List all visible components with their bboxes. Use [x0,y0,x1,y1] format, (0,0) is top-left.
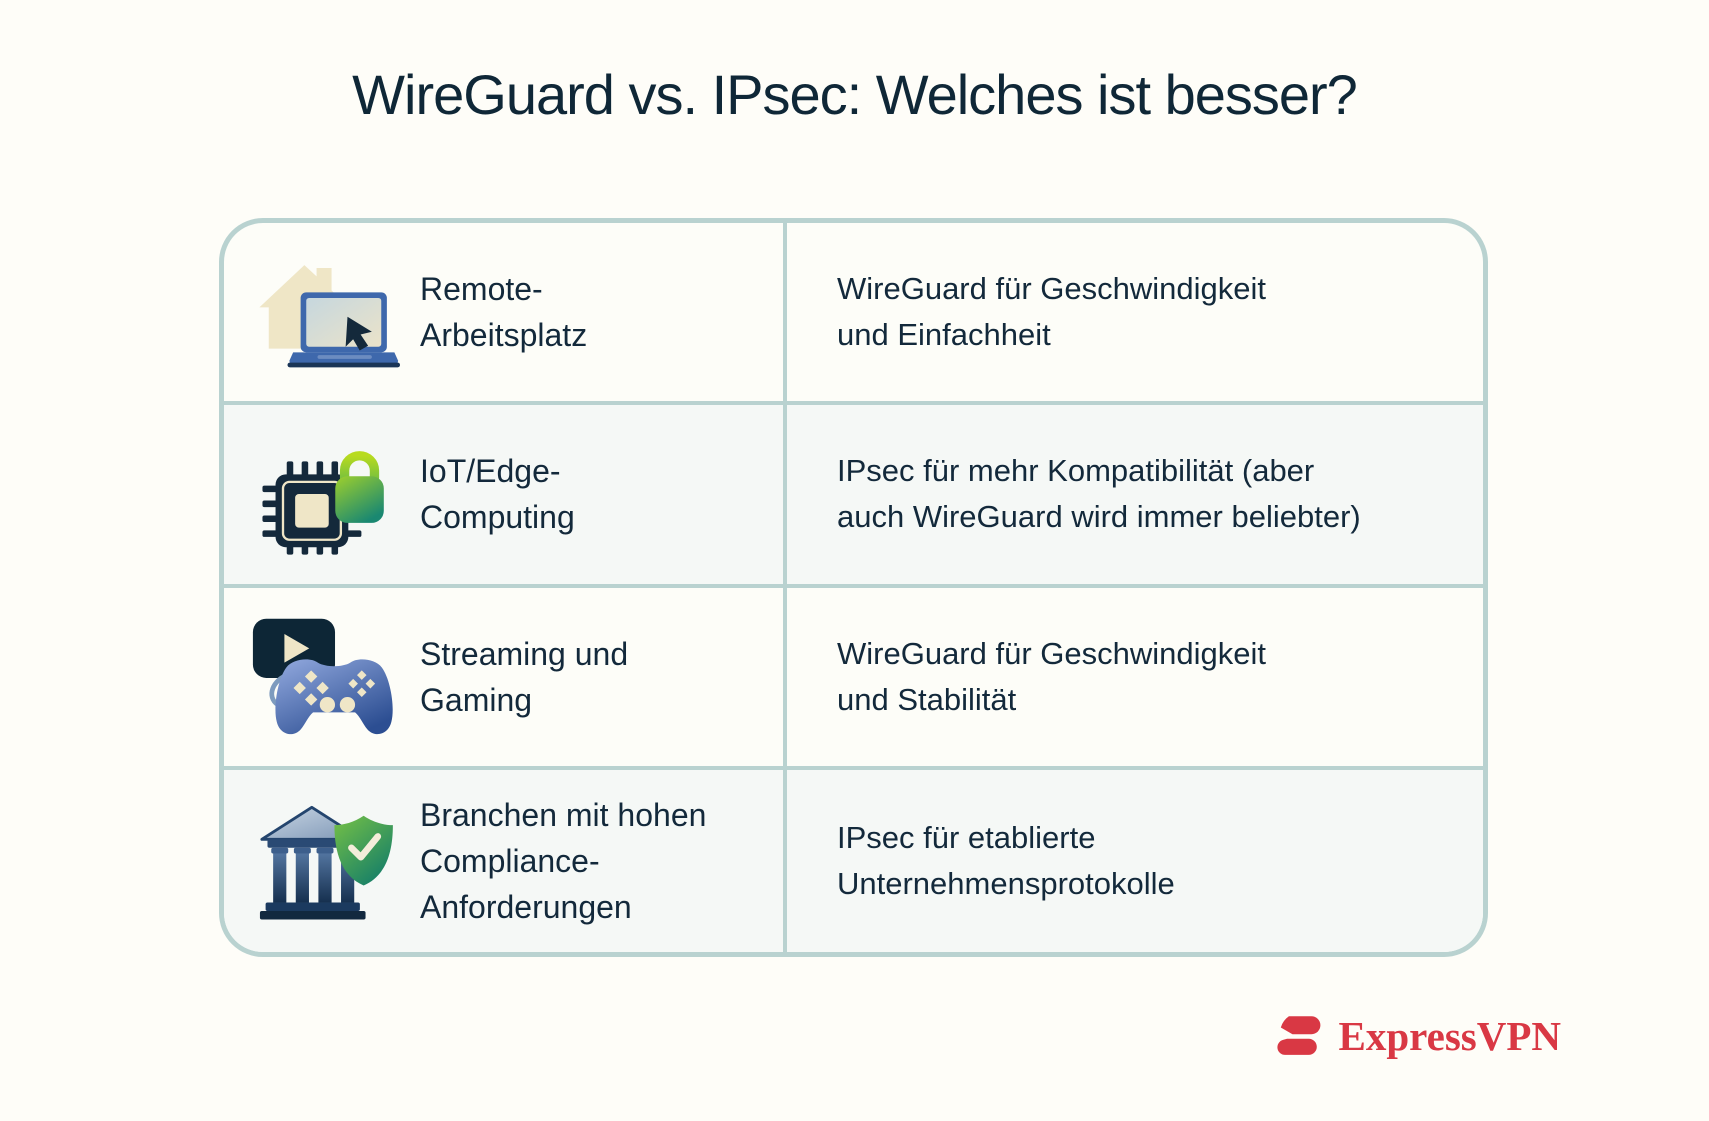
row-remote-recommendation-cell: WireGuard für Geschwindigkeit und Einfac… [787,223,1483,406]
recommendation-text: IPsec für mehr Kompatibilität (aber auch… [837,453,1361,535]
category-label: Branchen mit hohen Compliance- Anforderu… [420,796,707,925]
row-iot-category-cell: IoT/Edge- Computing [224,405,787,588]
row-iot-recommendation-cell: IPsec für mehr Kompatibilität (aber auch… [787,405,1483,588]
brand-logo: ExpressVPN [1270,1008,1561,1064]
brand-name: ExpressVPN [1338,1012,1561,1059]
recommendation-text: WireGuard für Geschwindigkeit und Stabil… [837,635,1266,717]
play-gamepad-icon [244,613,406,741]
row-streaming-category-cell: Streaming und Gaming [224,587,787,770]
row-compliance-category-cell: Branchen mit hohen Compliance- Anforderu… [224,769,787,952]
category-label: IoT/Edge- Computing [420,453,575,536]
home-laptop-icon [244,249,406,375]
bank-shield-icon [244,795,406,927]
row-streaming-recommendation-cell: WireGuard für Geschwindigkeit und Stabil… [787,588,1483,770]
recommendation-text: IPsec für etablierte Unternehmensprotoko… [837,819,1175,901]
row-compliance-recommendation-cell: IPsec für etablierte Unternehmensprotoko… [787,769,1483,952]
recommendation-text: WireGuard für Geschwindigkeit und Einfac… [837,271,1266,353]
row-remote-category-cell: Remote- Arbeitsplatz [224,223,787,406]
expressvpn-logo-icon [1270,1008,1324,1064]
comparison-table: Remote- Arbeitsplatz WireGuard für Gesch… [219,218,1488,957]
chip-lock-icon [244,433,406,556]
page-title: WireGuard vs. IPsec: Welches ist besser? [352,63,1358,126]
category-label: Streaming und Gaming [420,635,629,718]
category-label: Remote- Arbeitsplatz [420,271,588,354]
